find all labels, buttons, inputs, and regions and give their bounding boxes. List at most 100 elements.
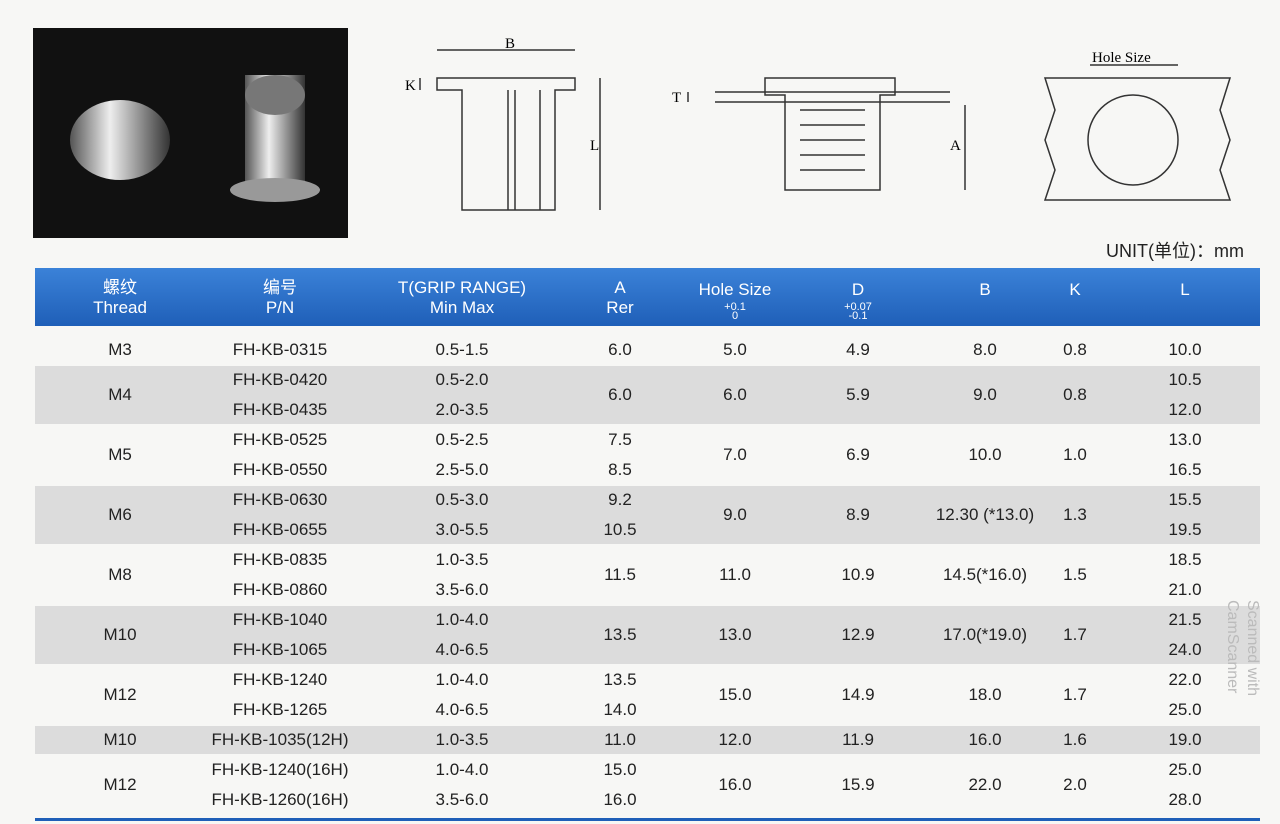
thread-cell: M6 <box>108 505 132 524</box>
d-cell: 14.9 <box>841 685 875 704</box>
pn-cell: FH-KB-0550 <box>232 460 328 479</box>
k-cell: 0.8 <box>1063 340 1087 359</box>
label-t: T <box>672 90 681 106</box>
header: K <box>1069 280 1081 299</box>
header: A <box>614 278 626 297</box>
t-cell: 2.0-3.5 <box>435 400 489 419</box>
a-cell: 13.5 <box>603 670 637 689</box>
b-cell: 18.0 <box>968 685 1002 704</box>
thread-cell: M8 <box>108 565 132 584</box>
header-tol: -0.1 <box>848 310 868 322</box>
header-band <box>35 268 1260 326</box>
a-cell: 14.0 <box>603 700 637 719</box>
k-cell: 1.7 <box>1063 685 1087 704</box>
t-cell: 1.0-4.0 <box>435 760 489 779</box>
t-cell: 3.5-6.0 <box>435 790 489 809</box>
l-cell: 13.0 <box>1168 430 1202 449</box>
pn-cell: FH-KB-0655 <box>232 520 328 539</box>
b-cell: 8.0 <box>973 340 997 359</box>
row-band <box>35 726 1260 754</box>
pn-cell: FH-KB-1265 <box>232 700 328 719</box>
a-cell: 11.5 <box>604 565 636 584</box>
hole-cell: 15.0 <box>718 685 752 704</box>
t-cell: 4.0-6.5 <box>435 640 489 659</box>
pn-cell: FH-KB-1240(16H) <box>211 760 349 779</box>
header: Hole Size <box>698 280 772 299</box>
a-cell: 6.0 <box>608 340 632 359</box>
thread-cell: M12 <box>103 775 137 794</box>
hole-cell: 11.0 <box>719 565 751 584</box>
thread-cell: M5 <box>108 445 132 464</box>
a-cell: 11.0 <box>604 730 636 749</box>
pn-cell: FH-KB-1240 <box>232 670 328 689</box>
d-cell: 8.9 <box>846 505 870 524</box>
l-cell: 12.0 <box>1168 400 1202 419</box>
t-cell: 3.5-6.0 <box>435 580 489 599</box>
l-cell: 22.0 <box>1168 670 1202 689</box>
t-cell: 0.5-2.0 <box>435 370 489 389</box>
d-cell: 12.9 <box>841 625 875 644</box>
watermark: Scanned with CamScanner <box>1222 600 1262 760</box>
thread-cell: M3 <box>108 340 132 359</box>
k-cell: 1.6 <box>1063 730 1087 749</box>
header: D <box>851 280 865 299</box>
pn-cell: FH-KB-0835 <box>232 550 328 569</box>
d-cell: 11.9 <box>842 730 874 749</box>
t-cell: 0.5-2.5 <box>435 430 489 449</box>
k-cell: 1.7 <box>1063 625 1087 644</box>
d-cell: 15.9 <box>841 775 875 794</box>
hole-cell: 12.0 <box>718 730 752 749</box>
drawing-3 <box>1043 64 1232 201</box>
hole-cell: 7.0 <box>723 445 747 464</box>
pn-cell: FH-KB-0525 <box>232 430 328 449</box>
b-cell: 14.5(*16.0) <box>942 565 1028 584</box>
watermark-line: Scanned with <box>1244 600 1261 697</box>
a-cell: 7.5 <box>608 430 632 449</box>
header: P/N <box>265 298 295 317</box>
a-cell: 9.2 <box>608 490 632 509</box>
l-cell: 15.5 <box>1168 490 1202 509</box>
l-cell: 16.5 <box>1168 460 1202 479</box>
b-cell: 9.0 <box>973 385 997 404</box>
hole-cell: 5.0 <box>723 340 747 359</box>
header: 螺纹 <box>103 278 137 297</box>
watermark-line: CamScanner <box>1224 600 1241 694</box>
a-cell: 6.0 <box>608 385 632 404</box>
thread-cell: M10 <box>103 730 137 749</box>
pn-cell: FH-KB-0435 <box>232 400 328 419</box>
d-cell: 6.9 <box>846 445 870 464</box>
l-cell: 25.0 <box>1168 700 1202 719</box>
row-band <box>35 486 1260 544</box>
l-cell: 28.0 <box>1168 790 1202 809</box>
hole-cell: 16.0 <box>718 775 752 794</box>
b-cell: 22.0 <box>968 775 1002 794</box>
header: T(GRIP RANGE) <box>397 278 527 297</box>
header-tol: +0.1 <box>724 301 746 313</box>
drawing-1 <box>419 49 601 211</box>
pn-cell: FH-KB-1065 <box>232 640 328 659</box>
row-band <box>35 366 1260 424</box>
a-cell: 10.5 <box>603 520 637 539</box>
rivet-nut <box>70 100 170 180</box>
t-cell: 1.0-3.5 <box>435 730 489 749</box>
bottom-rule <box>35 818 1260 821</box>
l-cell: 19.5 <box>1168 520 1202 539</box>
l-cell: 25.0 <box>1168 760 1202 779</box>
label-k: K <box>405 78 416 94</box>
b-cell: 10.0 <box>968 445 1002 464</box>
label-l: L <box>590 138 599 154</box>
l-cell: 21.5 <box>1168 610 1202 629</box>
a-cell: 13.5 <box>603 625 637 644</box>
k-cell: 1.3 <box>1063 505 1087 524</box>
l-cell: 21.0 <box>1168 580 1202 599</box>
header: Min Max <box>429 298 495 317</box>
thread-cell: M12 <box>103 685 137 704</box>
drawing-2 <box>687 77 966 191</box>
pn-cell: FH-KB-0420 <box>232 370 328 389</box>
pn-cell: FH-KB-1035(12H) <box>211 730 349 749</box>
pn-cell: FH-KB-1040 <box>232 610 328 629</box>
a-cell: 8.5 <box>608 460 632 479</box>
hole-cell: 9.0 <box>723 505 747 524</box>
header-tol: 0 <box>731 310 739 322</box>
